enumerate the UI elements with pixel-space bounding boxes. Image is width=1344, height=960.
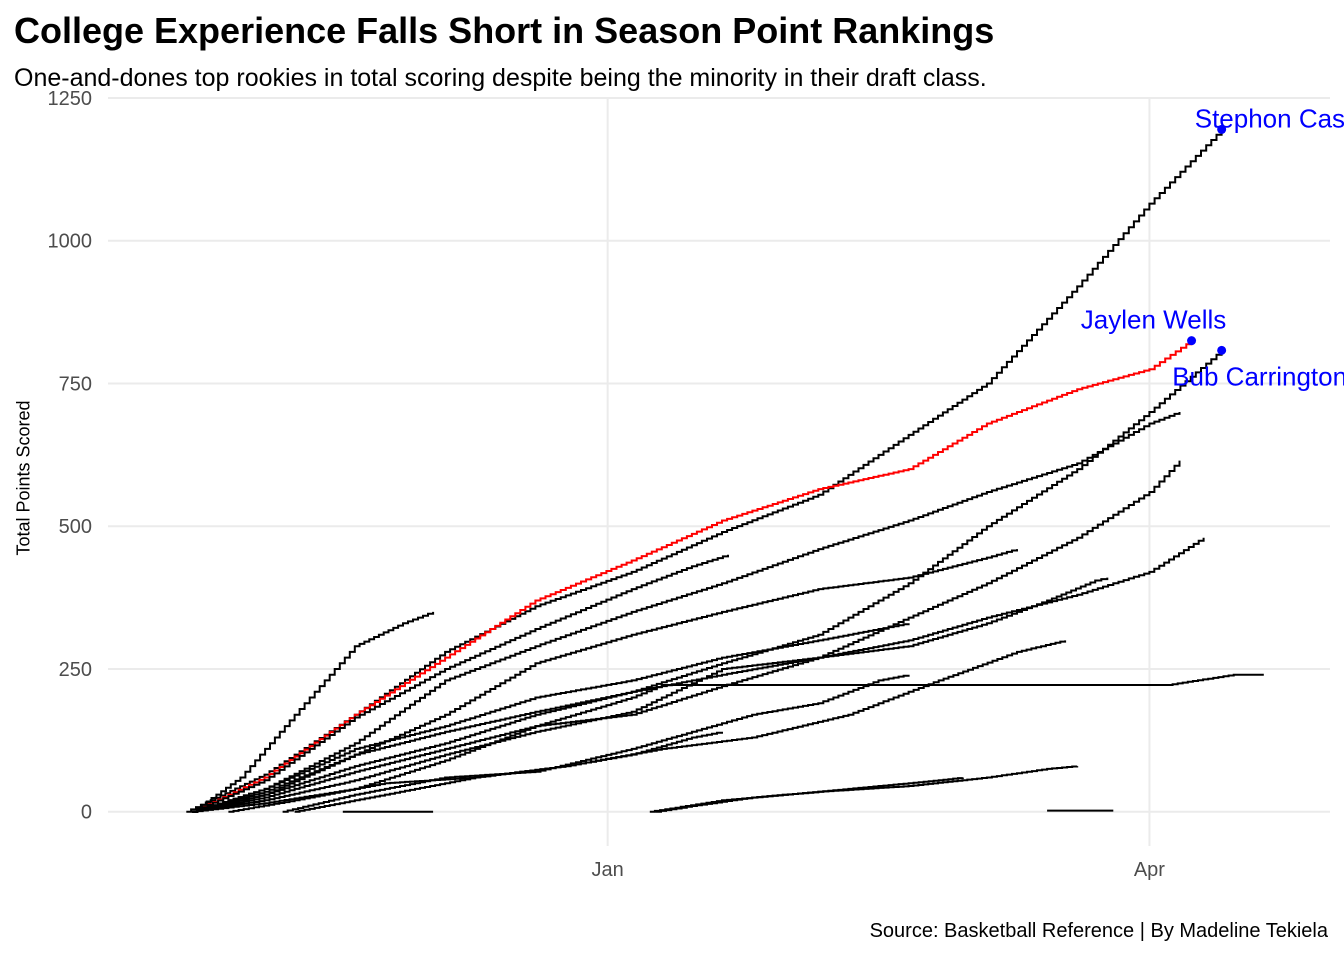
series-line [192,412,1181,813]
series-line [186,129,1223,813]
grid-lines [108,97,1330,846]
series-line [282,674,910,813]
series-line [192,350,1223,813]
annotation-point [1217,124,1227,134]
series-line [192,623,910,813]
tick-labels: 0 250 500 750 1000 1250 Jan Apr [48,88,1166,881]
series-line [228,640,1067,813]
series-line [192,611,435,813]
y-tick-label: 0 [81,802,92,824]
x-tick-label: Jan [592,859,624,881]
source-caption: Source: Basketball Reference | By Madeli… [869,920,1328,942]
annotation-point [1217,345,1227,355]
series-line [192,554,729,813]
annotation-label: Bub Carrington [1172,361,1344,391]
annotation-label: Jaylen Wells [1081,305,1226,335]
series-line [655,777,964,813]
highlighted-series-line [192,340,1193,813]
y-tick-label: 750 [59,373,92,395]
series-lines [186,129,1264,813]
series-line [649,765,1079,813]
y-tick-label: 1250 [48,88,93,110]
series-line [192,460,1181,813]
annotation-label: Stephon Castle [1195,103,1344,133]
annotation-point [1187,336,1197,346]
chart-subtitle: One-and-dones top rookies in total scori… [14,64,987,92]
series-line [192,577,1109,813]
y-tick-label: 1000 [48,231,93,253]
y-tick-label: 250 [59,659,92,681]
y-tick-label: 500 [59,516,92,538]
series-line [192,673,1264,813]
annotations: Stephon Castle Jaylen Wells Bub Carrington [1081,103,1344,391]
series-line [294,731,723,813]
x-tick-label: Apr [1134,859,1165,881]
chart-title: College Experience Falls Short in Season… [14,10,995,51]
